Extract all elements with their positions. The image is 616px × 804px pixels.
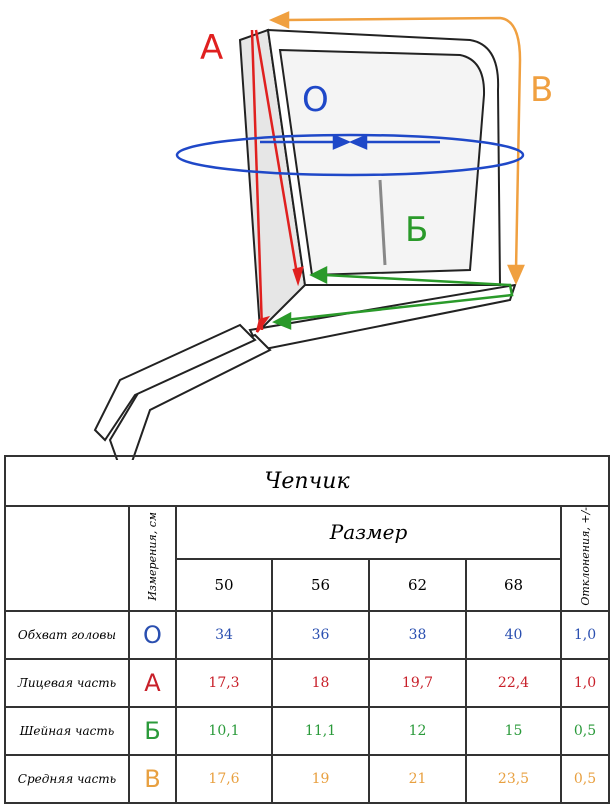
size-table: Чепчик Измерения, см Размер Отклонения, … xyxy=(3,455,611,804)
row-letter: Б xyxy=(128,705,177,756)
arrow-o xyxy=(175,133,525,177)
bonnet-outline xyxy=(93,28,517,460)
row-label: Обхват головы xyxy=(4,609,130,660)
row-label: Шейная часть xyxy=(4,705,130,756)
size-62: 62 xyxy=(368,557,467,612)
letter-b: Б xyxy=(405,210,429,250)
row-label: Средняя часть xyxy=(4,753,130,804)
letter-a: А xyxy=(200,28,224,68)
value-cell: 11,1 xyxy=(271,705,370,756)
arrow-b xyxy=(272,265,514,330)
value-cell: 10,1 xyxy=(175,705,273,756)
size-header: Размер xyxy=(175,505,562,560)
empty-corner xyxy=(4,505,130,612)
table-title: Чепчик xyxy=(3,455,611,507)
letter-o: О xyxy=(302,80,329,120)
letter-v: В xyxy=(530,70,554,110)
row-letter: А xyxy=(128,657,177,708)
deviation-cell: 1,0 xyxy=(559,657,611,708)
size-50: 50 xyxy=(175,557,273,612)
deviation-cell: 0,5 xyxy=(559,705,611,756)
value-cell: 15 xyxy=(465,705,562,756)
measure-header: Измерения, см xyxy=(146,511,159,601)
table-row: Шейная часть Б 10,1 11,1 12 15 0,5 xyxy=(4,705,611,756)
value-cell: 22,4 xyxy=(465,657,562,708)
table-row: Средняя часть В 17,6 19 21 23,5 0,5 xyxy=(4,753,611,804)
value-cell: 17,3 xyxy=(175,657,273,708)
value-cell: 18 xyxy=(271,657,370,708)
deviation-header-cell: Отклонения, +/- xyxy=(559,505,611,612)
table-row: Лицевая часть А 17,3 18 19,7 22,4 1,0 xyxy=(4,657,611,708)
row-letter: В xyxy=(128,753,177,804)
table-row: Обхват головы О 34 36 38 40 1,0 xyxy=(4,609,611,660)
value-cell: 19,7 xyxy=(368,657,467,708)
value-cell: 21 xyxy=(368,753,467,804)
size-56: 56 xyxy=(271,557,370,612)
arrow-a xyxy=(250,29,304,333)
deviation-cell: 0,5 xyxy=(559,753,611,804)
bonnet-diagram xyxy=(93,11,525,460)
arrow-v xyxy=(268,11,525,286)
measure-header-cell: Измерения, см xyxy=(128,505,177,612)
value-cell: 17,6 xyxy=(175,753,273,804)
value-cell: 40 xyxy=(465,609,562,660)
deviation-header: Отклонения, +/- xyxy=(578,507,592,606)
size-68: 68 xyxy=(465,557,562,612)
deviation-cell: 1,0 xyxy=(559,609,611,660)
value-cell: 12 xyxy=(368,705,467,756)
value-cell: 36 xyxy=(271,609,370,660)
row-letter: О xyxy=(128,609,177,660)
value-cell: 38 xyxy=(368,609,467,660)
value-cell: 23,5 xyxy=(465,753,562,804)
value-cell: 34 xyxy=(175,609,273,660)
value-cell: 19 xyxy=(271,753,370,804)
row-label: Лицевая часть xyxy=(4,657,130,708)
